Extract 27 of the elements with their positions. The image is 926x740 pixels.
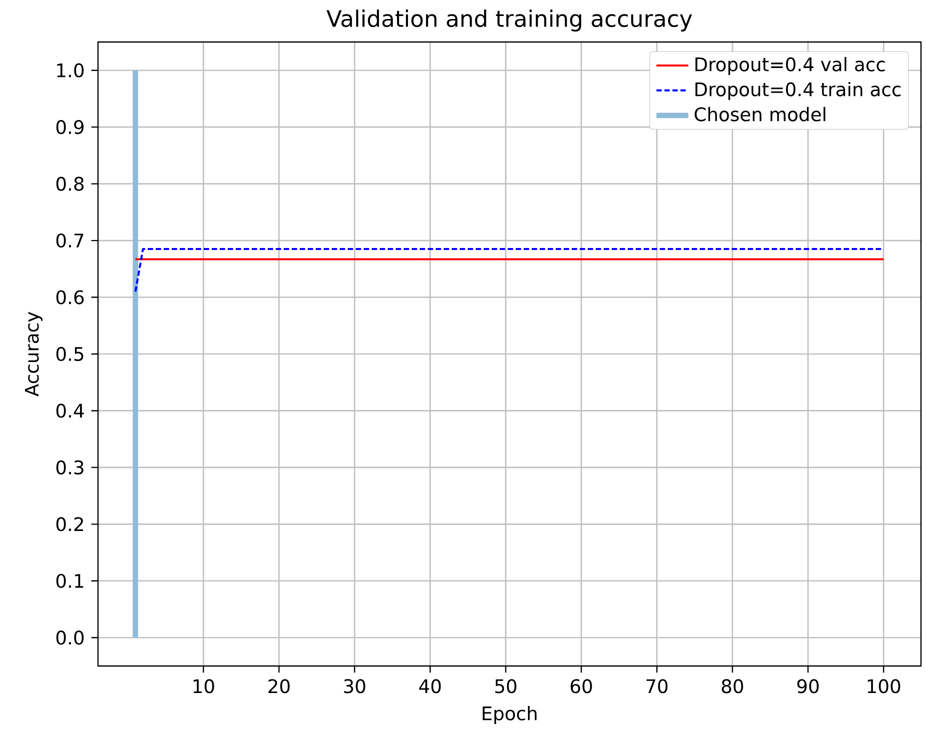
y-tick-label: 0.7 [56, 233, 84, 248]
y-tick-label: 0.6 [56, 290, 84, 304]
x-tick-label: 50 [495, 679, 516, 694]
y-tick-label: 0.5 [56, 346, 84, 362]
x-tick-label: 60 [570, 679, 592, 694]
y-tick-label: 0.0 [56, 630, 84, 645]
y-tick-label: 0.2 [56, 517, 83, 532]
y-tick-label: 0.8 [56, 176, 84, 191]
x-tick-label: 100 [868, 679, 900, 694]
x-tick-label: 80 [722, 679, 744, 694]
y-tick-label: 0.9 [56, 120, 84, 134]
x-tick-label: 20 [268, 679, 290, 694]
legend-label: Dropout=0.4 train acc [695, 82, 901, 100]
x-tick-label: 90 [797, 679, 819, 694]
y-tick-label: 0.1 [56, 574, 84, 588]
x-tick-label: 40 [419, 679, 441, 694]
y-tick-label: 0.4 [56, 404, 84, 418]
x-tick-label: 30 [344, 679, 366, 694]
chart-title: Validation and training accuracy [326, 10, 692, 32]
legend-label: Dropout=0.4 val acc [695, 56, 885, 76]
y-tick-label: 1.0 [57, 63, 84, 78]
y-tick-label: 0.3 [56, 460, 84, 475]
y-axis-title: Accuracy [24, 312, 42, 396]
x-tick-label: 10 [194, 679, 214, 694]
x-axis-title: Epoch [482, 706, 537, 724]
legend-label: Chosen model [694, 106, 826, 122]
x-tick-label: 70 [646, 679, 668, 694]
